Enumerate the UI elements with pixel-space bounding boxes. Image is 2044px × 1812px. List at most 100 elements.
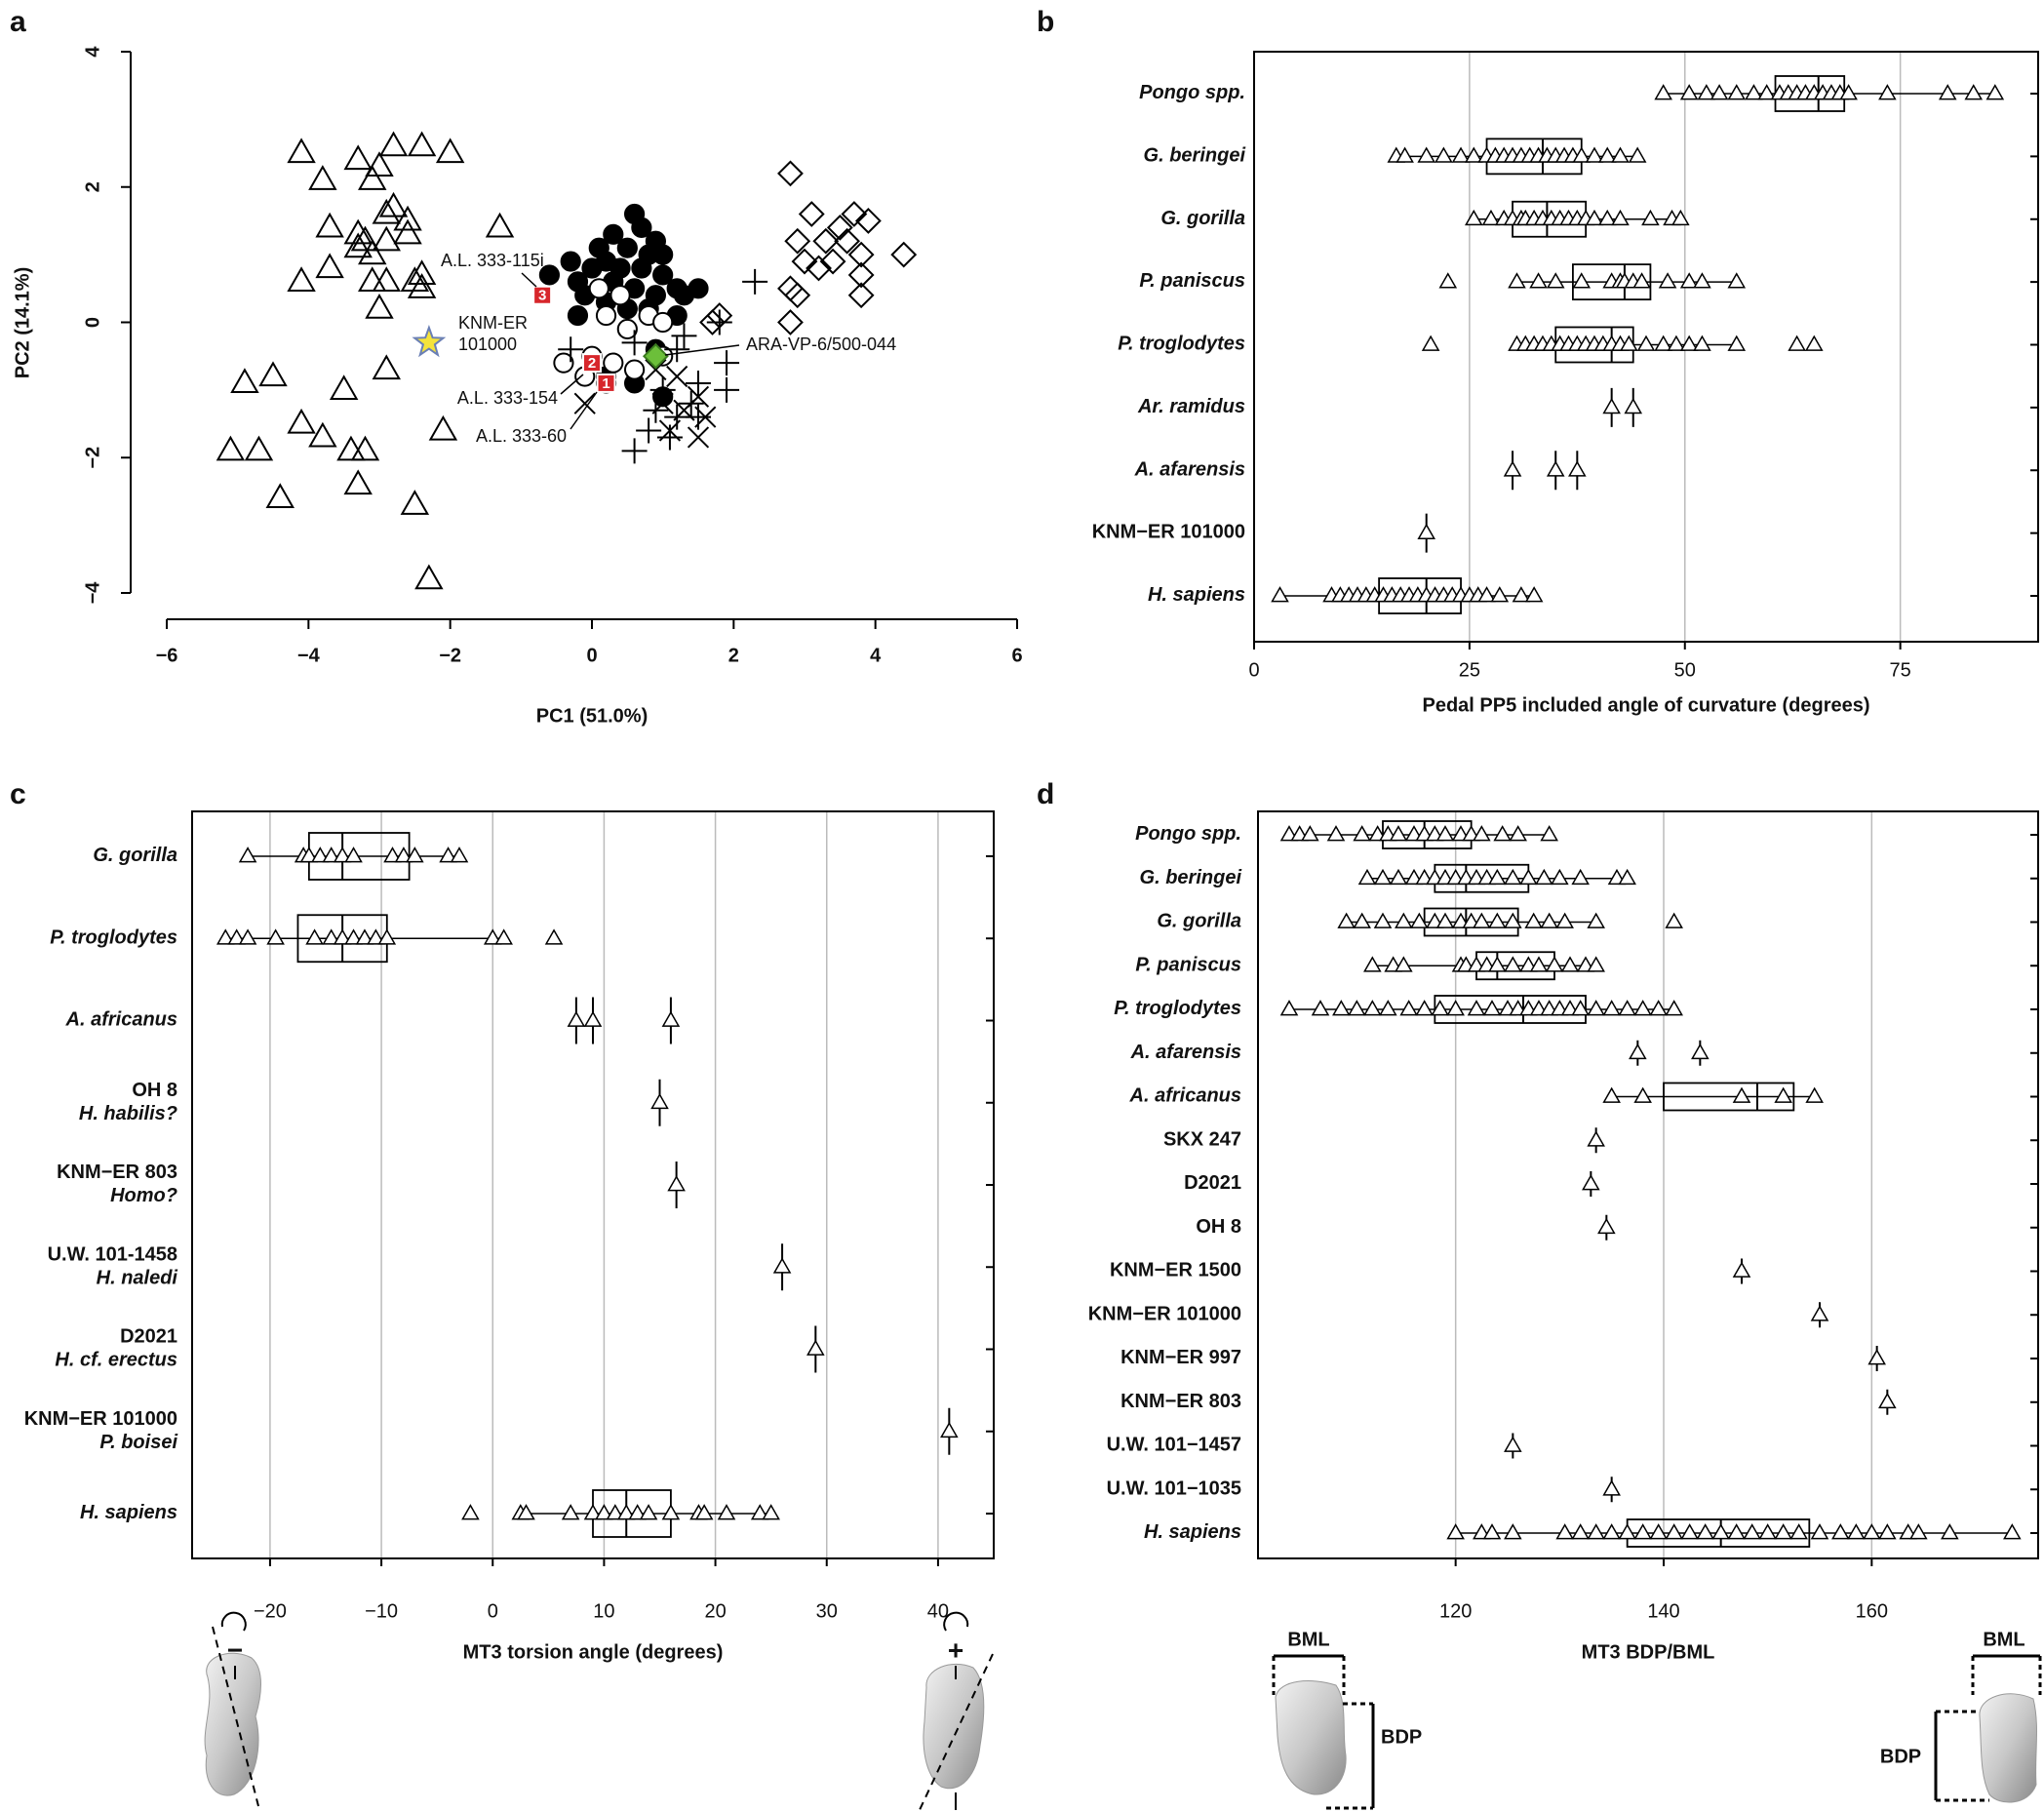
triangle-marker xyxy=(377,928,397,945)
triangle-marker xyxy=(661,1504,681,1520)
triangle-marker xyxy=(1438,272,1458,289)
triangle-marker xyxy=(1789,1523,1808,1540)
triangle-marker xyxy=(1628,146,1647,163)
triangle-marker xyxy=(1551,868,1569,886)
triangle-marker xyxy=(1618,1523,1636,1540)
triangle-marker xyxy=(1504,868,1522,886)
triangle-marker xyxy=(1680,1523,1699,1540)
triangle-marker xyxy=(1665,1523,1683,1540)
cross-marker xyxy=(573,392,596,414)
panel: d 120 140 160 MT3 BDP/BML Pongo spp. G. bering… xyxy=(1037,778,2039,1663)
circle-marker xyxy=(616,318,638,340)
circle-marker xyxy=(616,237,638,258)
triangle-marker xyxy=(350,225,380,252)
triangle-marker xyxy=(383,847,402,863)
category-label: P. paniscus xyxy=(1135,955,1241,976)
triangle-marker xyxy=(1727,272,1747,289)
triangle-marker xyxy=(367,928,385,945)
triangle-marker xyxy=(1710,84,1729,100)
category-label: A. afarensis xyxy=(1134,459,1245,481)
triangle-marker xyxy=(1446,1000,1465,1016)
circle-marker xyxy=(609,285,631,306)
x-tick-label: −2 xyxy=(439,645,461,666)
y-tick-label: 2 xyxy=(82,181,103,192)
triangle-marker xyxy=(322,847,341,863)
triangle-marker xyxy=(1348,1000,1366,1016)
diamond-marker xyxy=(791,248,818,275)
circle-marker xyxy=(553,352,574,374)
triangle-marker xyxy=(1618,1000,1636,1016)
category-label: KNM−ER 803 xyxy=(1120,1391,1241,1412)
triangle-marker xyxy=(343,144,373,171)
triangle-marker xyxy=(343,218,373,245)
square-marker xyxy=(596,373,616,393)
triangle-marker xyxy=(315,253,344,279)
cross-marker xyxy=(673,399,695,421)
plus-marker xyxy=(621,330,648,356)
triangle-marker xyxy=(1649,1523,1668,1540)
diamond-marker xyxy=(826,214,853,241)
circle-marker xyxy=(652,264,674,286)
category-label: H. sapiens xyxy=(1148,584,1245,606)
triangle-marker xyxy=(393,218,422,245)
annotation-leader xyxy=(560,374,584,395)
x-axis-title: Pedal PP5 included angle of curvature (d… xyxy=(1422,694,1869,716)
triangle-marker xyxy=(336,435,366,461)
triangle-marker xyxy=(329,374,359,400)
triangle-marker xyxy=(1693,335,1711,351)
triangle-marker xyxy=(1482,1000,1502,1016)
triangle-marker xyxy=(772,1257,792,1274)
circle-marker xyxy=(567,304,589,327)
triangle-marker xyxy=(1654,84,1672,100)
triangle-marker xyxy=(299,847,319,863)
triangle-marker xyxy=(287,266,316,292)
diamond-marker xyxy=(819,248,846,275)
triangle-marker xyxy=(1509,825,1527,842)
triangle-marker xyxy=(1560,956,1580,972)
triangle-marker xyxy=(1373,868,1393,886)
triangle-marker xyxy=(406,847,424,863)
triangle-marker xyxy=(393,205,422,231)
triangle-marker xyxy=(639,1504,658,1520)
triangle-marker xyxy=(1473,912,1491,928)
triangle-marker xyxy=(595,1504,613,1520)
point-label: 1 xyxy=(602,375,609,392)
triangle-marker xyxy=(616,1504,636,1520)
bdp-bml-right-illustration: BML BDP xyxy=(1880,1629,2042,1803)
x-axis-title: MT3 BDP/BML xyxy=(1582,1641,1715,1663)
triangle-marker xyxy=(1602,397,1621,414)
triangle-marker xyxy=(1503,460,1522,477)
panel-letter: d xyxy=(1037,778,1054,810)
x-tick-label: 0 xyxy=(1248,659,1259,681)
y-tick-label: 0 xyxy=(82,317,103,328)
triangle-marker xyxy=(1571,1000,1590,1016)
box xyxy=(1572,263,1652,301)
triangle-marker xyxy=(1395,956,1413,972)
x-tick-label: 20 xyxy=(704,1600,726,1622)
triangle-marker xyxy=(287,408,316,434)
triangle-marker xyxy=(1587,1130,1605,1147)
diamond-marker xyxy=(841,201,868,227)
triangle-marker xyxy=(322,928,341,945)
triangle-marker xyxy=(1632,272,1651,289)
triangle-marker xyxy=(1587,912,1605,928)
circle-marker xyxy=(603,223,624,245)
triangle-marker xyxy=(333,847,352,863)
triangle-marker xyxy=(407,273,437,298)
triangle-marker xyxy=(1696,1523,1714,1540)
triangle-marker xyxy=(1633,1000,1652,1016)
triangle-marker xyxy=(661,1010,681,1027)
triangle-marker xyxy=(483,928,502,945)
triangle-marker xyxy=(1831,1523,1850,1540)
triangle-marker xyxy=(1482,1523,1502,1540)
triangle-marker xyxy=(265,483,295,508)
category-label: D2021 H. cf. erectus xyxy=(55,1326,177,1371)
triangle-marker xyxy=(1941,1523,1959,1540)
plus-marker xyxy=(686,370,711,396)
triangle-marker xyxy=(1311,1000,1330,1016)
plus-marker xyxy=(742,268,768,295)
category-label: P. troglodytes xyxy=(1114,998,1241,1019)
triangle-marker xyxy=(1658,272,1677,289)
category-label: P. paniscus xyxy=(1139,270,1245,292)
triangle-marker xyxy=(1804,335,1824,351)
